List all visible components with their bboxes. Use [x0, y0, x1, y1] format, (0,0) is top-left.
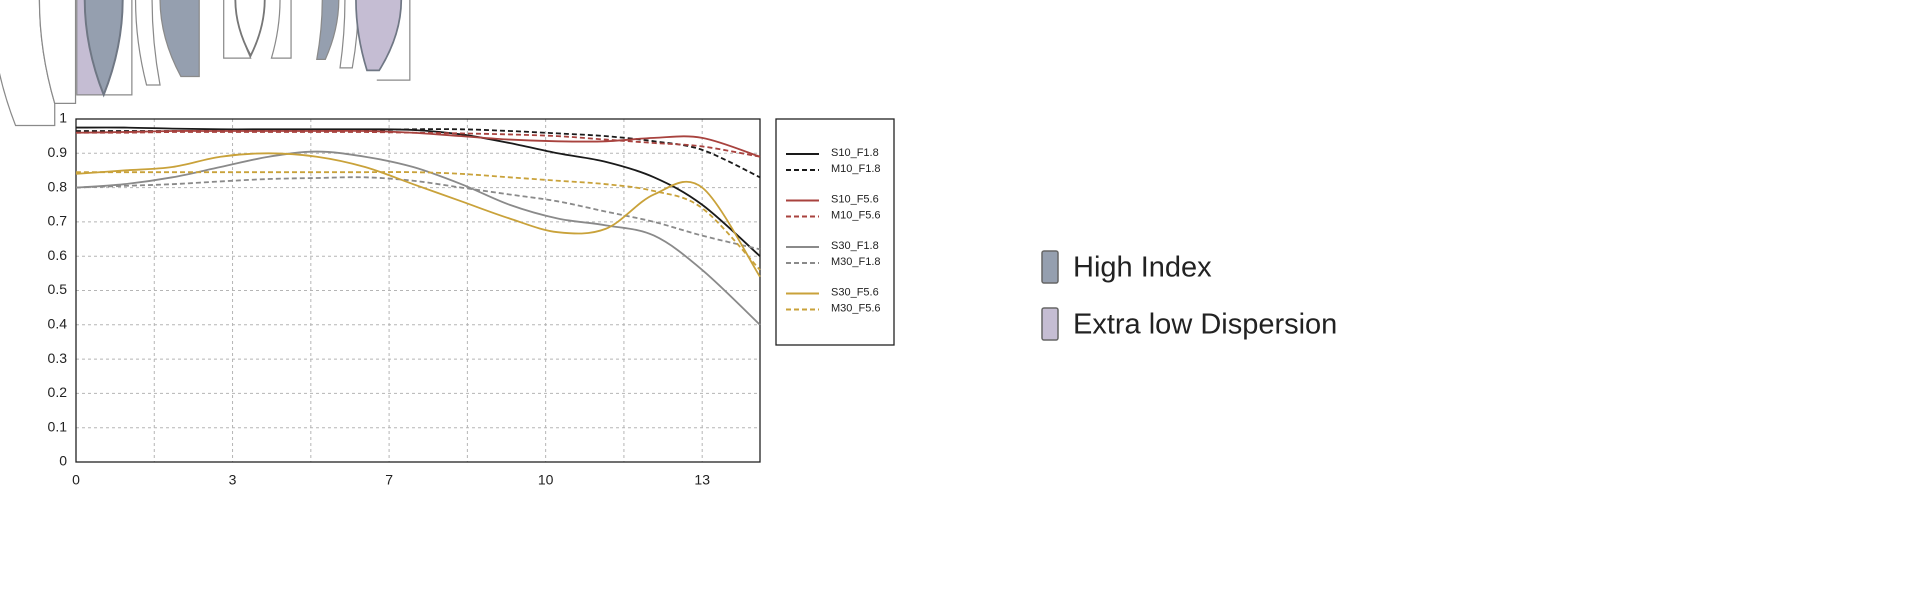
- y-tick-label: 0.1: [48, 418, 68, 434]
- y-tick-label: 0.5: [48, 281, 68, 297]
- legend-label: S10_F5.6: [831, 193, 879, 205]
- mtf-chart: 00.10.20.30.40.50.60.70.80.910 3 7 10 13S10_…: [48, 110, 895, 488]
- y-tick-label: 0.8: [48, 178, 68, 194]
- legend-label: S30_F5.6: [831, 286, 879, 298]
- legend-label: M30_F1.8: [831, 256, 881, 268]
- y-tick-label: 0.3: [48, 350, 68, 366]
- lens-element: [270, 0, 292, 59]
- lens-legend: High Index Extra low Dispersion: [1041, 250, 1337, 341]
- lens-element-ed: [355, 0, 402, 72]
- legend-label: M30_F5.6: [831, 302, 881, 314]
- lens-element-hi: [316, 0, 340, 60]
- legend-swatch: [1041, 250, 1059, 284]
- y-tick-label: 0.6: [48, 247, 68, 263]
- legend-label: M10_F1.8: [831, 163, 881, 175]
- lens-element-hi: [83, 0, 124, 98]
- y-tick-label: 1: [59, 110, 67, 126]
- y-tick-label: 0.9: [48, 144, 68, 160]
- y-tick-label: 0.4: [48, 316, 68, 332]
- mtf-line: [75, 131, 761, 158]
- legend-box: [775, 118, 895, 346]
- mtf-line: [75, 152, 761, 278]
- lens-element: [234, 0, 266, 58]
- y-tick-label: 0: [59, 453, 67, 469]
- lens-element: [134, 0, 161, 86]
- lens-element: [0, 0, 56, 127]
- x-tick-label: 0: [72, 472, 80, 488]
- x-tick-label: 7: [385, 472, 393, 488]
- mtf-line: [75, 150, 761, 326]
- lens-element: [339, 0, 360, 69]
- mtf-line: [76, 171, 761, 271]
- legend-swatch: [1041, 307, 1059, 341]
- lens-diagram: [0, 0, 411, 127]
- y-tick-label: 0.2: [48, 384, 68, 400]
- x-tick-label: 10: [538, 472, 554, 488]
- plot-frame: [75, 118, 761, 463]
- lens-element: [38, 0, 77, 105]
- mtf-line: [75, 176, 761, 251]
- legend-label: High Index: [1073, 252, 1212, 284]
- x-tick-label: 3: [229, 472, 237, 488]
- x-tick-label: 13: [694, 472, 710, 488]
- legend-label: S30_F1.8: [831, 240, 879, 252]
- lens-element-hi: [159, 0, 200, 78]
- y-tick-label: 0.7: [48, 213, 68, 229]
- legend-label: S10_F1.8: [831, 147, 879, 159]
- mtf-line: [76, 128, 761, 179]
- legend-label: M10_F5.6: [831, 209, 881, 221]
- legend-label: Extra low Dispersion: [1073, 309, 1337, 341]
